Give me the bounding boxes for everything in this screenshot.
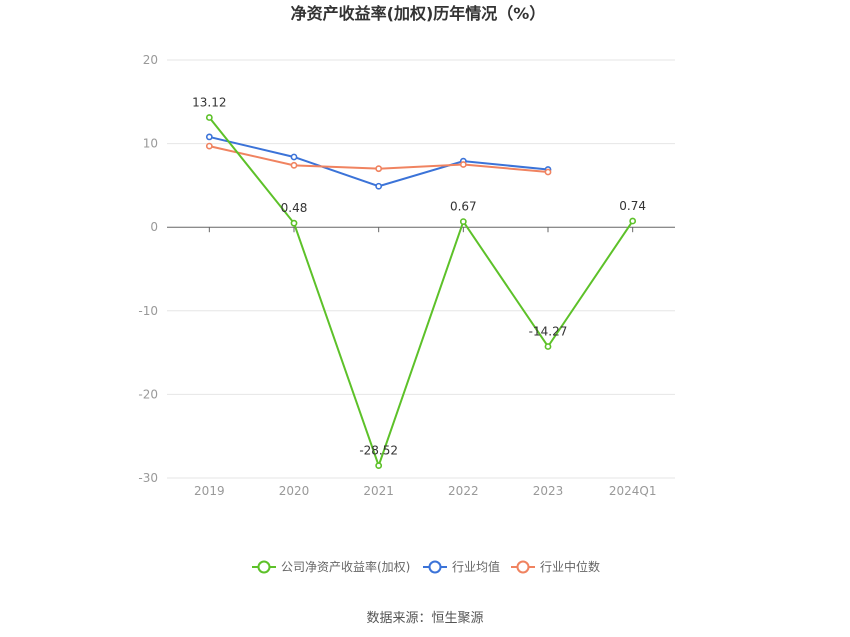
legend-marker <box>516 560 530 574</box>
legend-marker <box>428 560 442 574</box>
data-label: 0.48 <box>281 201 308 215</box>
data-point[interactable] <box>544 343 552 350</box>
data-point[interactable] <box>459 161 467 168</box>
data-point[interactable] <box>205 114 213 121</box>
data-point[interactable] <box>629 217 637 225</box>
data-point[interactable] <box>290 153 298 161</box>
grid <box>167 59 675 479</box>
legend[interactable]: 公司净资产收益率(加权) 行业均值 行业中位数 <box>252 559 600 574</box>
x-tick-label: 2020 <box>279 484 310 498</box>
x-tick-label: 2019 <box>194 484 225 498</box>
data-label: 0.74 <box>619 199 646 213</box>
x-tick-label: 2021 <box>363 484 394 498</box>
x-tick-label: 2022 <box>448 484 479 498</box>
data-point[interactable] <box>290 161 298 169</box>
series-layer <box>205 114 637 470</box>
legend-item-0[interactable]: 公司净资产收益率(加权) <box>252 559 410 574</box>
y-tick-label: 20 <box>143 53 158 67</box>
legend-label: 公司净资产收益率(加权) <box>281 559 410 574</box>
data-point[interactable] <box>375 182 383 190</box>
y-tick-label: 10 <box>143 137 158 151</box>
data-point[interactable] <box>459 218 467 225</box>
y-tick-label: 0 <box>150 220 158 234</box>
data-point[interactable] <box>205 142 213 150</box>
data-point[interactable] <box>375 462 383 470</box>
data-label: -28.52 <box>359 444 398 458</box>
y-tick-label: -30 <box>138 471 158 485</box>
y-tick-label: -20 <box>138 387 158 401</box>
data-point[interactable] <box>375 165 383 173</box>
data-labels: 13.12 0.48 -28.52 0.67 -14.27 0.74 <box>192 96 646 458</box>
data-label: -14.27 <box>529 324 568 338</box>
legend-marker <box>257 560 271 574</box>
chart-title: 净资产收益率(加权)历年情况（%） <box>291 4 546 23</box>
data-label: 0.67 <box>450 200 477 214</box>
series-line-1 <box>209 135 549 188</box>
legend-item-2[interactable]: 行业中位数 <box>511 559 600 574</box>
data-label: 13.12 <box>192 96 226 110</box>
legend-item-1[interactable]: 行业均值 <box>423 559 500 574</box>
data-point[interactable] <box>544 168 552 176</box>
data-point[interactable] <box>290 219 298 227</box>
y-tick-label: -10 <box>138 304 158 318</box>
source-note: 数据来源：恒生聚源 <box>366 611 483 626</box>
legend-label: 行业均值 <box>452 559 500 574</box>
legend-label: 行业中位数 <box>540 559 600 574</box>
series-line-0 <box>208 116 634 469</box>
x-tick-label: 2023 <box>533 484 564 498</box>
data-point[interactable] <box>205 133 213 141</box>
x-tick-label: 2024Q1 <box>609 484 657 498</box>
axes: 20 10 0 -10 -20 -30 2019 2020 2021 2022 2023 2024Q1 <box>138 53 675 498</box>
